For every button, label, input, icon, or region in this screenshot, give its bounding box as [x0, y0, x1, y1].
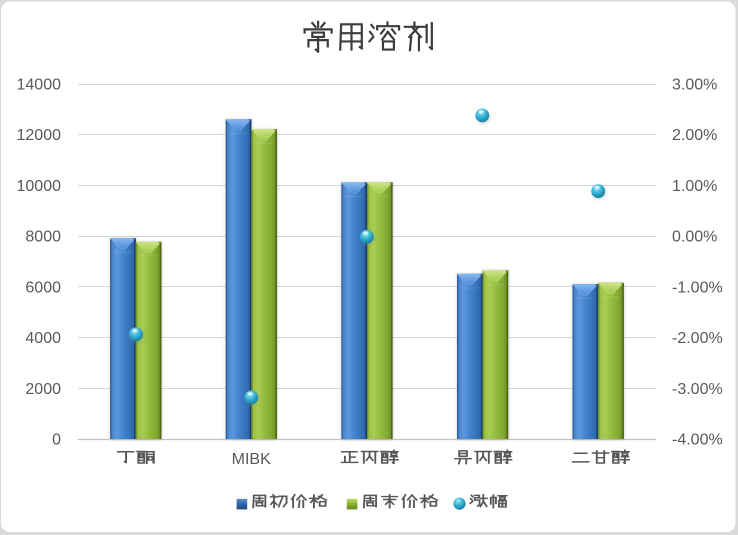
svg-text:12000: 12000: [17, 127, 62, 144]
svg-text:3.00%: 3.00%: [672, 77, 717, 94]
svg-text:6000: 6000: [25, 279, 61, 296]
svg-text:14000: 14000: [17, 77, 62, 94]
svg-text:MIBK: MIBK: [232, 451, 271, 468]
svg-text:0.00%: 0.00%: [672, 229, 717, 246]
svg-text:-3.00%: -3.00%: [672, 381, 723, 398]
svg-text:-1.00%: -1.00%: [672, 279, 723, 296]
svg-text:2.00%: 2.00%: [672, 127, 717, 144]
svg-text:-4.00%: -4.00%: [672, 432, 723, 449]
svg-text:1.00%: 1.00%: [672, 178, 717, 195]
svg-text:8000: 8000: [25, 229, 61, 246]
svg-text:2000: 2000: [25, 381, 61, 398]
svg-text:4000: 4000: [25, 330, 61, 347]
svg-text:10000: 10000: [17, 178, 62, 195]
svg-text:-2.00%: -2.00%: [672, 330, 723, 347]
svg-text:0: 0: [52, 432, 61, 449]
